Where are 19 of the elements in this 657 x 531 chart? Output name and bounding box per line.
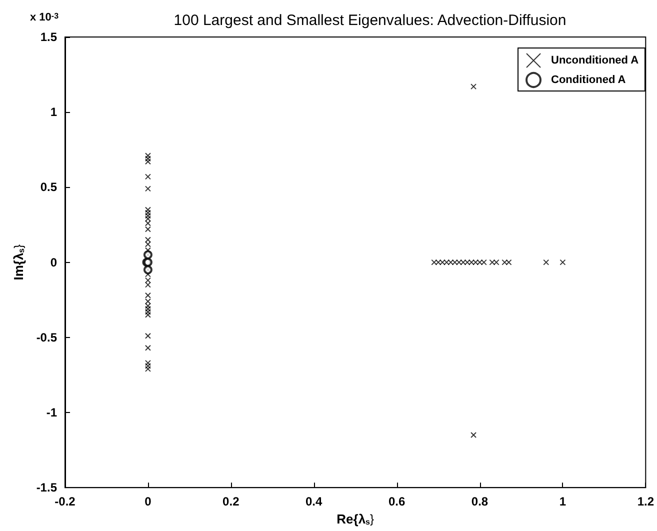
y-tick-label: 0 — [50, 255, 58, 270]
y-tick-label: 1.5 — [40, 30, 58, 44]
x-tick-label: 1.2 — [637, 494, 654, 509]
x-tick-label: 1 — [559, 494, 566, 509]
legend-label: Conditioned A — [551, 74, 626, 86]
y-axis-title: Im{λs} — [10, 244, 26, 280]
x-tick-label: 0.2 — [222, 494, 240, 509]
y-tick-label: 1 — [50, 105, 58, 120]
y-tick-label: 0.5 — [40, 180, 58, 194]
y-tick-label: -1 — [46, 406, 58, 420]
x-tick-label: -0.2 — [54, 494, 76, 509]
legend-label: Unconditioned A — [551, 54, 639, 66]
x-tick-label: 0 — [144, 494, 152, 509]
x-tick-label: 0.8 — [471, 494, 488, 509]
y-tick-label: -1.5 — [36, 480, 58, 495]
chart-title: 100 Largest and Smallest Eigenvalues: Advection-Diffusion — [174, 12, 566, 29]
y-tick-label: -0.5 — [36, 330, 58, 344]
x-tick-label: 0.6 — [388, 494, 406, 509]
x-tick-label: 0.4 — [306, 494, 323, 509]
